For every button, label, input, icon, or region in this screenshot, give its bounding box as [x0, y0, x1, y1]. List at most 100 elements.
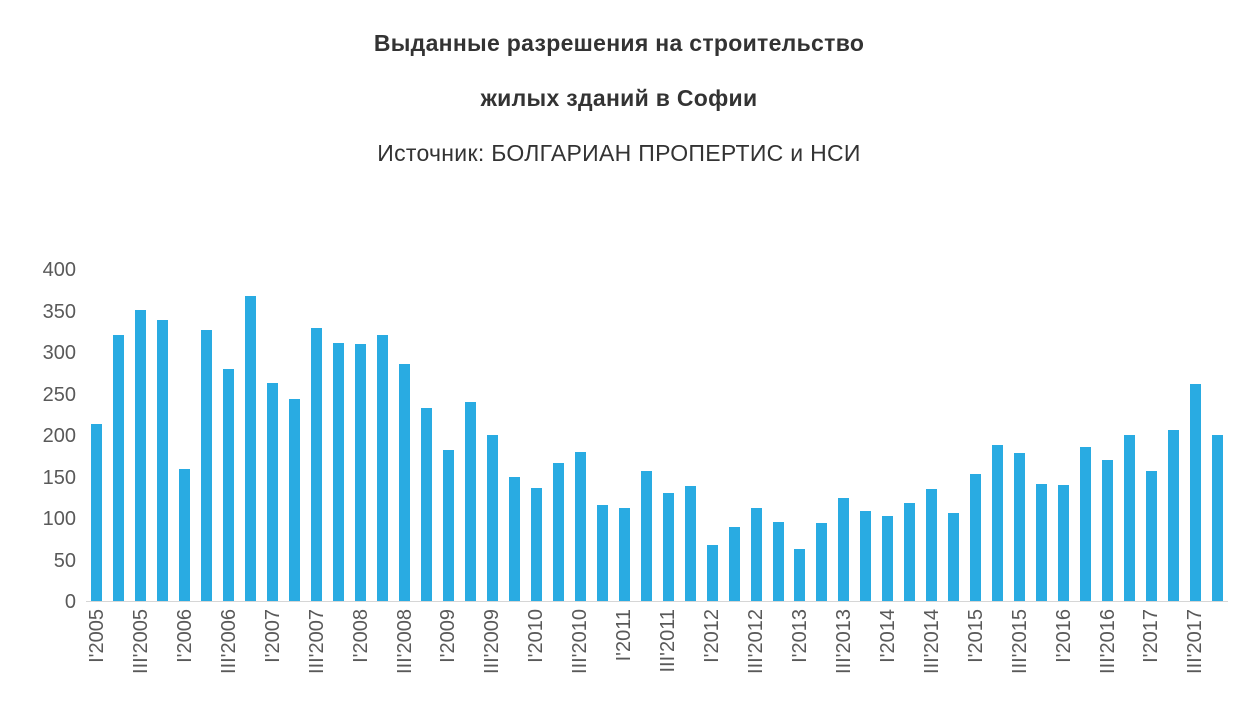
- bar: [201, 329, 213, 601]
- bar: [1189, 384, 1201, 601]
- bar-slot: [284, 270, 306, 601]
- bar-slot: [394, 270, 416, 601]
- bar: [662, 493, 674, 601]
- x-axis-label: I'2006: [173, 609, 196, 663]
- bar-slot: [723, 270, 745, 601]
- bar-slot: [1162, 270, 1184, 601]
- bar: [552, 462, 564, 601]
- bar: [1014, 452, 1026, 601]
- bar-slot: [1053, 270, 1075, 601]
- x-axis-cell: [679, 602, 701, 720]
- x-axis-label: III'2009: [481, 609, 504, 674]
- x-axis-cell: [811, 602, 833, 720]
- bar-slot: [438, 270, 460, 601]
- x-axis-label: III'2014: [920, 609, 943, 674]
- x-axis-cell: I'2016: [1053, 602, 1075, 720]
- bar: [684, 485, 696, 601]
- bar: [1080, 447, 1092, 601]
- bar-slot: [811, 270, 833, 601]
- x-axis-cell: III'2017: [1184, 602, 1206, 720]
- bar: [530, 488, 542, 601]
- bar: [157, 319, 169, 601]
- bar: [1211, 434, 1223, 601]
- x-axis-cell: [1119, 602, 1141, 720]
- x-axis-cell: [1162, 602, 1184, 720]
- bar-slot: [613, 270, 635, 601]
- chart-header: Выданные разрешения на строительство жил…: [0, 30, 1238, 167]
- x-axis-cell: [591, 602, 613, 720]
- x-axis-cell: III'2015: [1009, 602, 1031, 720]
- bar: [508, 476, 520, 601]
- x-axis-cell: I'2009: [437, 602, 459, 720]
- bar: [728, 526, 740, 601]
- bar: [223, 369, 235, 601]
- bar-slot: [591, 270, 613, 601]
- bar-slot: [1184, 270, 1206, 601]
- y-axis-label: 200: [42, 425, 76, 447]
- x-axis-label: III'2017: [1184, 609, 1207, 674]
- x-axis-cell: [503, 602, 525, 720]
- bar: [486, 434, 498, 601]
- bar-slot: [1031, 270, 1053, 601]
- bar-slot: [306, 270, 328, 601]
- bar: [1036, 483, 1048, 601]
- bar-slot: [855, 270, 877, 601]
- chart-title-line-2: жилых зданий в Софии: [480, 85, 758, 111]
- x-axis-cell: III'2014: [921, 602, 943, 720]
- x-axis-label: III'2013: [832, 609, 855, 674]
- x-axis-cell: I'2007: [262, 602, 284, 720]
- x-axis-cell: III'2006: [218, 602, 240, 720]
- x-axis-cell: I'2011: [613, 602, 635, 720]
- plot-area: [86, 270, 1228, 602]
- bar: [91, 423, 103, 601]
- axis-corner: [28, 602, 86, 720]
- bar: [860, 510, 872, 601]
- bar-slot: [657, 270, 679, 601]
- bar-slot: [525, 270, 547, 601]
- x-axis-label: III'2005: [129, 609, 152, 674]
- x-axis-label: I'2011: [613, 609, 636, 662]
- x-axis-cell: [240, 602, 262, 720]
- bar: [245, 296, 257, 601]
- x-axis-cell: I'2010: [525, 602, 547, 720]
- bar-slot: [1009, 270, 1031, 601]
- y-axis-label: 0: [64, 591, 76, 613]
- bar-slot: [350, 270, 372, 601]
- bar: [1145, 471, 1157, 601]
- bar: [179, 468, 191, 601]
- bar: [618, 508, 630, 601]
- y-axis-label: 250: [42, 383, 76, 406]
- bar: [970, 473, 982, 601]
- x-axis-cell: [372, 602, 394, 720]
- bar-slot: [679, 270, 701, 601]
- bar: [421, 408, 433, 601]
- bar-slot: [569, 270, 591, 601]
- x-axis-label: III'2007: [305, 609, 328, 674]
- bar-slot: [965, 270, 987, 601]
- x-axis-label: I'2016: [1052, 609, 1075, 663]
- bar-slot: [789, 270, 811, 601]
- bar: [948, 513, 960, 601]
- x-axis-cell: III'2009: [481, 602, 503, 720]
- x-axis-label: I'2005: [85, 609, 108, 663]
- x-axis-cell: III'2010: [569, 602, 591, 720]
- x-axis-label: III'2012: [745, 609, 768, 674]
- chart-title-line-1: Выданные разрешения на строительство: [373, 30, 865, 56]
- x-axis-cell: I'2006: [174, 602, 196, 720]
- bar-slot: [196, 270, 218, 601]
- bar-slot: [1206, 270, 1228, 601]
- bar-slot: [328, 270, 350, 601]
- x-axis-cell: I'2008: [350, 602, 372, 720]
- bar: [311, 327, 323, 601]
- bar: [706, 544, 718, 601]
- bar: [574, 452, 586, 601]
- x-axis-label: I'2008: [349, 609, 372, 663]
- x-axis-label: III'2015: [1008, 609, 1031, 674]
- y-axis-label: 100: [42, 508, 76, 530]
- x-axis-label: I'2010: [525, 609, 548, 663]
- x-axis-cell: [899, 602, 921, 720]
- bar: [399, 363, 411, 601]
- x-axis-cell: [284, 602, 306, 720]
- x-axis-cell: [767, 602, 789, 720]
- x-axis-label: I'2012: [701, 609, 724, 663]
